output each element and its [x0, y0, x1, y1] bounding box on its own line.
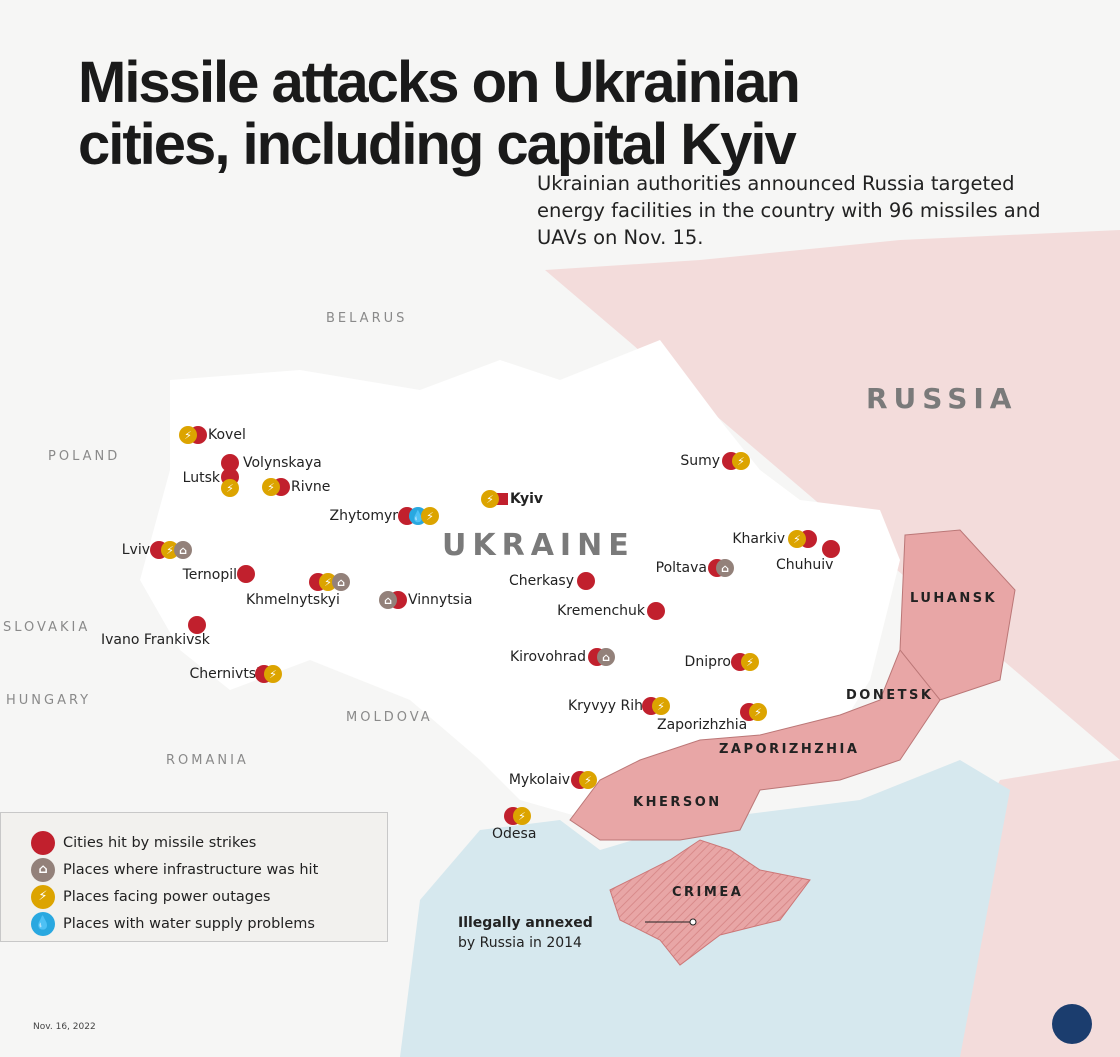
city-label: Volynskaya: [243, 455, 322, 471]
infrastructure-icon: ⌂: [597, 648, 615, 666]
city-label: Poltava: [655, 560, 707, 576]
country-label-moldova: MOLDOVA: [346, 710, 433, 725]
city-label: Zaporizhzhia: [657, 717, 748, 733]
lightning-icon: ⚡: [421, 507, 439, 525]
city-label: Rivne: [291, 479, 331, 495]
lightning-icon: ⚡: [262, 478, 280, 496]
city-label: Dnipro: [684, 654, 731, 670]
missile-strike-icon: [496, 493, 508, 505]
publish-date: Nov. 16, 2022: [33, 1022, 96, 1032]
lightning-icon: ⚡: [652, 697, 670, 715]
city-label: Lutsk: [182, 470, 220, 486]
legend-item: Cities hit by missile strikes: [31, 829, 387, 856]
infrastructure-icon: ⌂: [31, 857, 55, 882]
lightning-icon: ⚡: [749, 703, 767, 721]
ukraine-area: [140, 340, 900, 820]
city-label: Vinnytsia: [408, 592, 473, 608]
legend-label: Places where infrastructure was hit: [63, 861, 319, 878]
country-label-slovakia: SLOVAKIA: [3, 620, 91, 635]
city-label: Khmelnytskyi: [246, 592, 340, 608]
city-label: Zhytomyr: [329, 508, 398, 524]
missile-strike-icon: [31, 830, 55, 855]
city-label: Kirovohrad: [509, 649, 586, 665]
infrastructure-icon: ⌂: [332, 573, 350, 591]
legend-label: Places facing power outages: [63, 888, 271, 905]
annexation-note-bold: Illegally annexed: [458, 915, 593, 931]
missile-strike-icon: [237, 565, 255, 583]
infrastructure-icon: ⌂: [174, 541, 192, 559]
lightning-icon: ⚡: [741, 653, 759, 671]
city-label: Kryvyy Rih: [567, 698, 643, 714]
legend-item: ⌂ Places where infrastructure was hit: [31, 856, 387, 883]
missile-strike-icon: [822, 540, 840, 558]
country-label-romania: ROMANIA: [166, 753, 249, 768]
region-luhansk: LUHANSK: [910, 591, 998, 606]
missile-strike-icon: [188, 616, 206, 634]
city-label: Mykolaiv: [508, 772, 570, 788]
annexation-note: Illegally annexed by Russia in 2014: [458, 913, 593, 953]
region-donetsk: DONETSK: [846, 688, 934, 703]
missile-strike-icon: [577, 572, 595, 590]
city-label: Kremenchuk: [557, 603, 645, 619]
lightning-icon: ⚡: [788, 530, 806, 548]
city-label-capital: Kyiv: [510, 491, 544, 507]
city-label: Chernivtsi: [189, 666, 261, 682]
lightning-icon: ⚡: [579, 771, 597, 789]
legend-item: ⚡ Places facing power outages: [31, 883, 387, 910]
city-label: Sumy: [680, 453, 720, 469]
city-label: Odesa: [492, 826, 537, 842]
country-label-ukraine: UKRAINE: [442, 528, 635, 563]
annexation-note-text: by Russia in 2014: [458, 935, 582, 951]
country-label-russia: RUSSIA: [866, 382, 1018, 415]
country-label-belarus: BELARUS: [326, 311, 408, 326]
city-label: Kharkiv: [732, 531, 785, 547]
missile-strike-icon: [647, 602, 665, 620]
city-label: Ivano Frankivsk: [101, 632, 210, 648]
city-label: Chuhuiv: [776, 557, 834, 573]
country-label-poland: POLAND: [48, 449, 121, 464]
city-label: Cherkasy: [508, 573, 574, 589]
lightning-icon: ⚡: [221, 479, 239, 497]
region-crimea: CRIMEA: [672, 885, 744, 900]
country-label-hungary: HUNGARY: [6, 693, 92, 708]
region-zaporizhzhia: ZAPORIZHZHIA: [719, 742, 860, 757]
missile-strike-icon: [221, 454, 239, 472]
city-label: Ternopil: [182, 567, 237, 583]
crimea: [609, 839, 811, 966]
legend: Cities hit by missile strikes ⌂ Places wh…: [0, 812, 388, 942]
legend-item: 💧 Places with water supply problems: [31, 910, 387, 937]
lightning-icon: ⚡: [31, 884, 55, 909]
page-title: Missile attacks on Ukrainian cities, inc…: [78, 50, 801, 177]
water-drop-icon: 💧: [31, 911, 55, 936]
lightning-icon: ⚡: [179, 426, 197, 444]
lightning-icon: ⚡: [481, 490, 499, 508]
city-label: Kovel: [208, 427, 246, 443]
legend-label: Cities hit by missile strikes: [63, 834, 257, 851]
infrastructure-icon: ⌂: [379, 591, 397, 609]
lightning-icon: ⚡: [732, 452, 750, 470]
aa-logo: [1052, 1004, 1092, 1044]
city-label: Lviv: [121, 542, 150, 558]
region-kherson: KHERSON: [633, 795, 722, 810]
subtitle: Ukrainian authorities announced Russia t…: [537, 172, 1041, 249]
legend-label: Places with water supply problems: [63, 915, 315, 932]
occupied-south: [569, 649, 941, 841]
infrastructure-icon: ⌂: [716, 559, 734, 577]
lightning-icon: ⚡: [513, 807, 531, 825]
lightning-icon: ⚡: [264, 665, 282, 683]
